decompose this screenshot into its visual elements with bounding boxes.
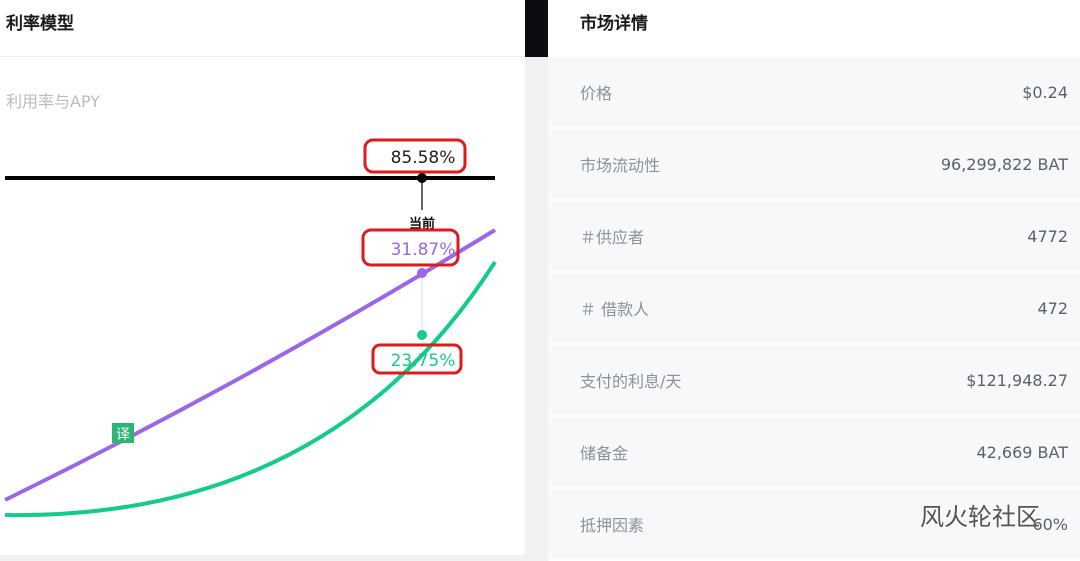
rate-model-panel: 利率模型 利用率与APY 85.58% 当前 31.87% 23.75% 译 (0, 0, 525, 555)
detail-label: 价格 (580, 84, 613, 103)
supply-dot (417, 268, 427, 278)
detail-row: ＃ 借款人 472 (548, 273, 1080, 345)
detail-value: 472 (1037, 298, 1068, 318)
highlight-box (361, 228, 460, 267)
rate-chart: 85.58% 当前 31.87% 23.75% 译 (4, 138, 497, 518)
supply-apy-label: 31.87% (391, 240, 456, 260)
detail-row: 储备金 42,669 BAT (548, 417, 1080, 489)
detail-label: ＃ 借款人 (580, 300, 650, 319)
panel-title: 利率模型 (0, 0, 525, 57)
translate-badge-text: 译 (116, 427, 130, 443)
borrow-curve (4, 260, 497, 518)
current-dot (417, 173, 427, 183)
detail-row: 价格 $0.24 (548, 57, 1080, 129)
detail-value: 42,669 BAT (976, 442, 1068, 462)
detail-value: $0.24 (1022, 82, 1068, 102)
details-list: 价格 $0.24 市场流动性 96,299,822 BAT ＃供应者 4772 ＃ 借款人 4… (548, 57, 1080, 561)
current-label: 当前 (409, 216, 435, 232)
panel-title: 市场详情 (548, 0, 1080, 57)
detail-label: 支付的利息/天 (580, 372, 682, 391)
detail-label: 市场流动性 (580, 156, 661, 175)
market-details-panel: 市场详情 价格 $0.24 市场流动性 96,299,822 BAT ＃供应者 4772 ＃… (548, 0, 1080, 561)
highlight-box (371, 343, 463, 375)
utilization-label: 85.58% (391, 148, 456, 168)
detail-label: 抵押因素 (580, 516, 645, 535)
detail-row: 支付的利息/天 $121,948.27 (548, 345, 1080, 417)
borrow-dot (417, 330, 427, 340)
divider (525, 0, 548, 57)
detail-value: $121,948.27 (966, 370, 1068, 390)
detail-label: ＃供应者 (580, 228, 645, 247)
highlight-box (363, 138, 467, 174)
supply-curve (4, 228, 497, 502)
watermark: 风火轮社区 (920, 503, 1040, 531)
chart-subtitle: 利用率与APY (6, 92, 101, 111)
detail-value: 60% (1032, 514, 1068, 534)
detail-value: 96,299,822 BAT (940, 154, 1068, 174)
detail-label: 储备金 (580, 444, 629, 463)
detail-value: 4772 (1027, 226, 1068, 246)
borrow-apy-label: 23.75% (391, 351, 456, 371)
detail-row: ＃供应者 4772 (548, 201, 1080, 273)
detail-row: 市场流动性 96,299,822 BAT (548, 129, 1080, 201)
translate-badge[interactable] (112, 423, 134, 443)
